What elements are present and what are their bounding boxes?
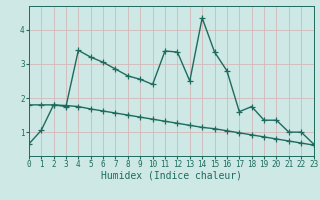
X-axis label: Humidex (Indice chaleur): Humidex (Indice chaleur) [101, 171, 242, 181]
